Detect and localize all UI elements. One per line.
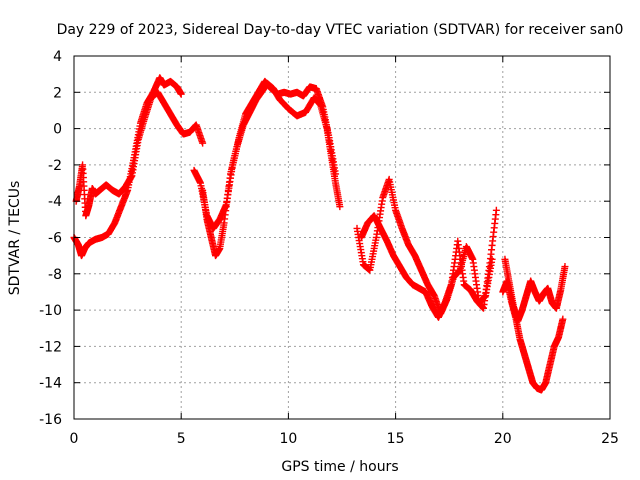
x-tick-label: 15 [387,431,405,447]
data-point [559,315,567,323]
series-track-d [499,277,567,394]
series-track-b-high [190,77,340,232]
x-tick-label: 20 [494,431,512,447]
y-tick-label: -14 [39,376,62,392]
data-point [492,206,500,214]
y-tick-label: -8 [48,267,62,283]
y-tick-label: -16 [39,412,62,428]
y-tick-label: 2 [53,85,62,101]
data-marks [70,74,569,394]
data-point [332,170,340,178]
x-tick-label: 5 [177,431,186,447]
y-tick-label: -10 [39,303,62,319]
y-tick-label: -4 [48,194,62,210]
data-point [336,203,344,211]
x-tick-label: 0 [70,431,79,447]
data-point [177,90,185,98]
x-tick-label: 25 [601,431,619,447]
x-axis-label: GPS time / hours [281,459,398,475]
y-tick-label: -2 [48,158,62,174]
y-tick-label: 0 [53,122,62,138]
series-track-a-low [72,88,207,220]
data-point [488,255,496,263]
series-track-d-high [501,255,569,325]
data-point [561,263,569,271]
y-tick-label: -12 [39,339,62,355]
y-tick-label: -6 [48,231,62,247]
y-axis-label: SDTVAR / TECUs [7,181,23,296]
axis-ticks [73,55,611,420]
x-tick-label: 10 [279,431,297,447]
series-track-c-high [357,206,500,321]
data-point [199,139,207,147]
y-tick-label: 4 [53,49,62,65]
chart-title: Day 229 of 2023, Sidereal Day-to-day VTE… [57,22,624,38]
series-track-a [70,74,185,260]
